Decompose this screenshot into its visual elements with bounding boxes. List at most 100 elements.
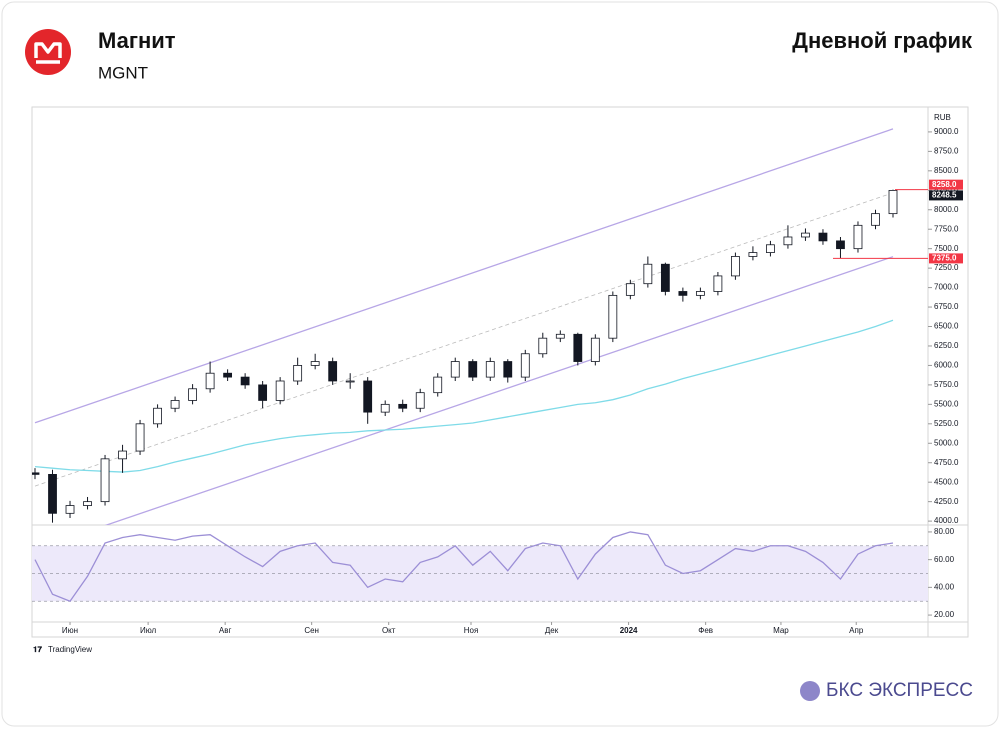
x-tick-label: Дек [545,626,559,635]
candle-body [293,365,303,382]
y-tick-label: 80.00 [934,527,955,536]
candle-body [345,380,355,383]
candle-body [783,236,793,246]
candle-body [871,213,880,226]
candle-body [590,337,600,362]
x-tick-label: Авг [219,626,232,635]
candle-body [188,388,197,401]
y-tick-label: 6000.0 [934,361,959,370]
rsi-pane [32,531,928,603]
y-tick-label: 40.00 [934,582,955,591]
candle-body [100,458,110,503]
channel-upper [34,128,894,424]
candle-body [678,291,688,296]
title: Магнит [98,28,176,53]
candle-body [853,224,863,250]
y-tick-label: 8750.0 [934,146,959,155]
candle-body [836,240,845,250]
candle-body [450,361,460,378]
price-label: 7375.0 [932,254,957,263]
y-tick-label: 4250.0 [934,497,959,506]
candle-body [625,283,635,296]
candle-body [380,403,390,413]
candle-body [608,294,618,339]
candle-body [538,337,548,355]
y-tick-label: 5000.0 [934,438,959,447]
candle-body [83,501,92,506]
candle-body [223,372,233,378]
candle-body [801,232,810,238]
price-label-bg [929,253,963,264]
frame [31,106,969,638]
brand-logo [800,681,820,701]
tv-logo: 𝟏𝟕 [33,645,42,654]
y-tick-label: 6500.0 [934,322,959,331]
currency: RUB [934,113,951,122]
candle-body [555,333,565,339]
x-tick-label: Июн [62,626,78,635]
candle-body [748,252,758,257]
candle-body [398,403,408,409]
candle-body [415,392,425,409]
x-tick-label: Апр [849,626,864,635]
x-tick-label: Ноя [464,626,479,635]
y-tick-label: 7250.0 [934,263,959,272]
candle-body [573,333,583,362]
candle-body [65,505,75,514]
y-tick-label: 5500.0 [934,399,959,408]
x-tick-label: Июл [140,626,157,635]
price-label-bg [929,190,963,201]
y-tick-label: 9000.0 [934,127,959,136]
candle-body [643,263,653,285]
candle-body [766,244,775,253]
candle-body [205,372,215,390]
candle-body [32,472,40,475]
price-pane [32,128,898,525]
y-tick-label: 7500.0 [934,244,959,253]
x-tick-label: 2024 [620,626,638,635]
y-tick-label: 20.00 [934,610,955,619]
candle-body [118,450,127,460]
logo-mark [34,42,62,64]
y-tick-label: 6250.0 [934,341,959,350]
y-tick-label: 60.00 [934,555,955,564]
candle-body [503,361,513,378]
candle-body [275,380,285,401]
y-tick-label: 5250.0 [934,419,959,428]
candle-body [731,256,740,277]
candle-body [520,353,530,378]
rsi-line [34,531,894,603]
candle-body [153,407,162,425]
candle-body [48,474,57,514]
candle-body [310,361,320,366]
price-label: 8248.5 [932,191,957,200]
candle-body [888,190,898,215]
candle-body [135,423,145,452]
y-tick-label: 7000.0 [934,283,959,292]
x-tick-label: Фев [698,626,713,635]
candle-body [258,384,268,401]
y-tick-label: 8250.0 [934,185,959,194]
price-label-bg [929,179,963,190]
source: TradingView [48,645,92,654]
y-tick-label: 8500.0 [934,166,959,175]
candle-body [433,376,443,394]
x-tick-label: Сен [304,626,319,635]
candle-body [328,361,338,382]
candle-body [695,291,705,296]
candle-body [485,361,495,378]
price-label: 8258.0 [932,180,957,189]
y-tick-label: 4000.0 [934,516,959,525]
moving-average [34,319,894,473]
candle-body [363,380,373,413]
candle-body [713,275,723,292]
y-tick-label: 6750.0 [934,302,959,311]
candle-body [818,232,828,242]
ticker: MGNT [98,63,148,82]
channel-lower [104,256,894,525]
y-tick-label: 4750.0 [934,458,959,467]
y-tick-label: 8000.0 [934,205,959,214]
x-tick-label: Мар [773,626,789,635]
